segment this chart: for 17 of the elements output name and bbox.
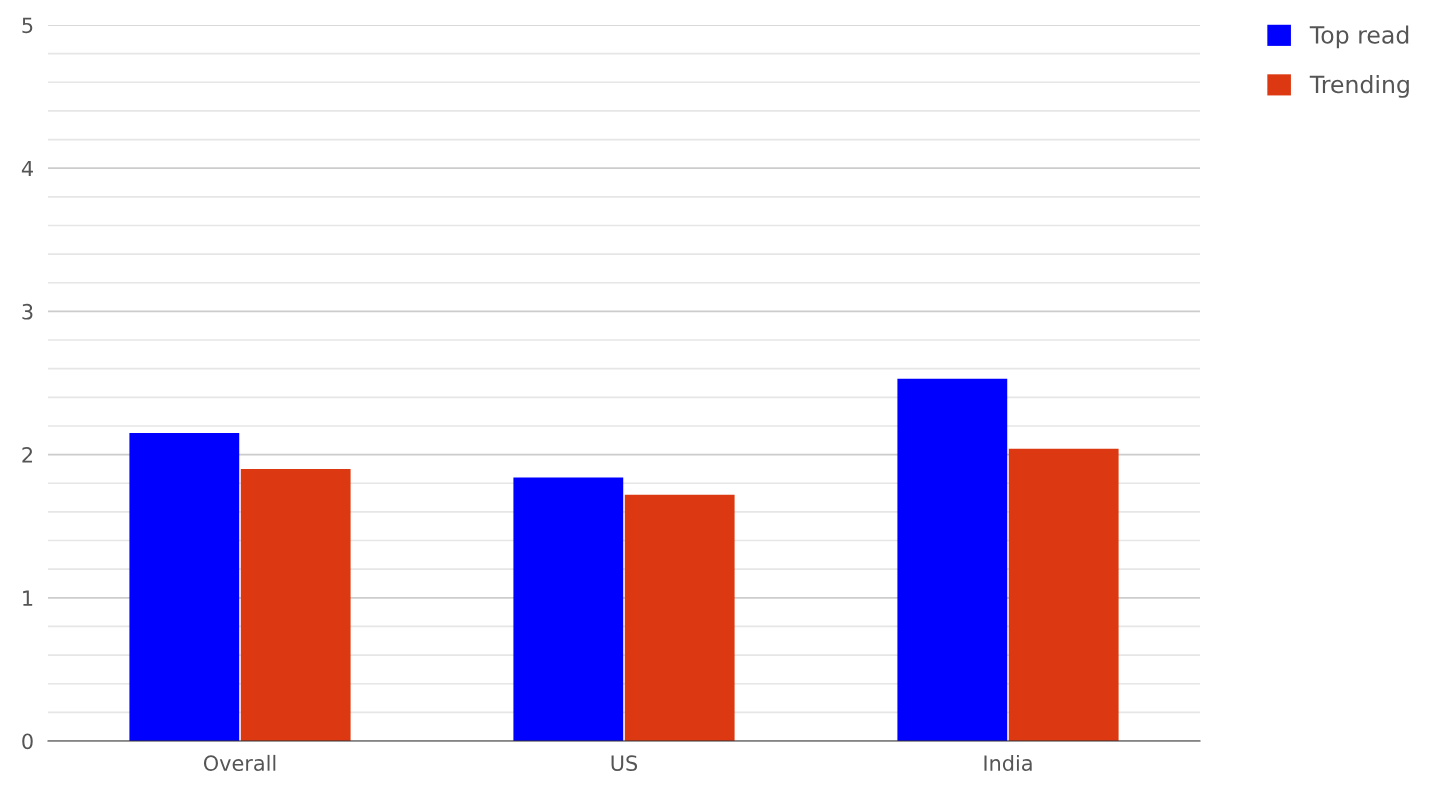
y-tick-label: 4 <box>21 160 33 177</box>
y-tick-label: 0 <box>22 733 33 750</box>
bar <box>897 378 1008 741</box>
bar <box>513 477 624 741</box>
x-tick-label: India <box>984 754 1032 772</box>
bar <box>624 494 735 741</box>
x-tick-label: US <box>611 755 638 772</box>
bar <box>240 468 351 741</box>
legend-label: Top read <box>1309 25 1409 49</box>
y-tick-label: 5 <box>22 17 33 34</box>
y-tick-label: 2 <box>22 447 33 463</box>
x-tick-label: Overall <box>203 754 276 772</box>
bar <box>129 433 240 741</box>
y-tick-label: 3 <box>22 303 33 320</box>
y-tick-label: 1 <box>23 590 33 606</box>
legend-label: Trending <box>1309 75 1409 98</box>
bar <box>1008 448 1119 741</box>
